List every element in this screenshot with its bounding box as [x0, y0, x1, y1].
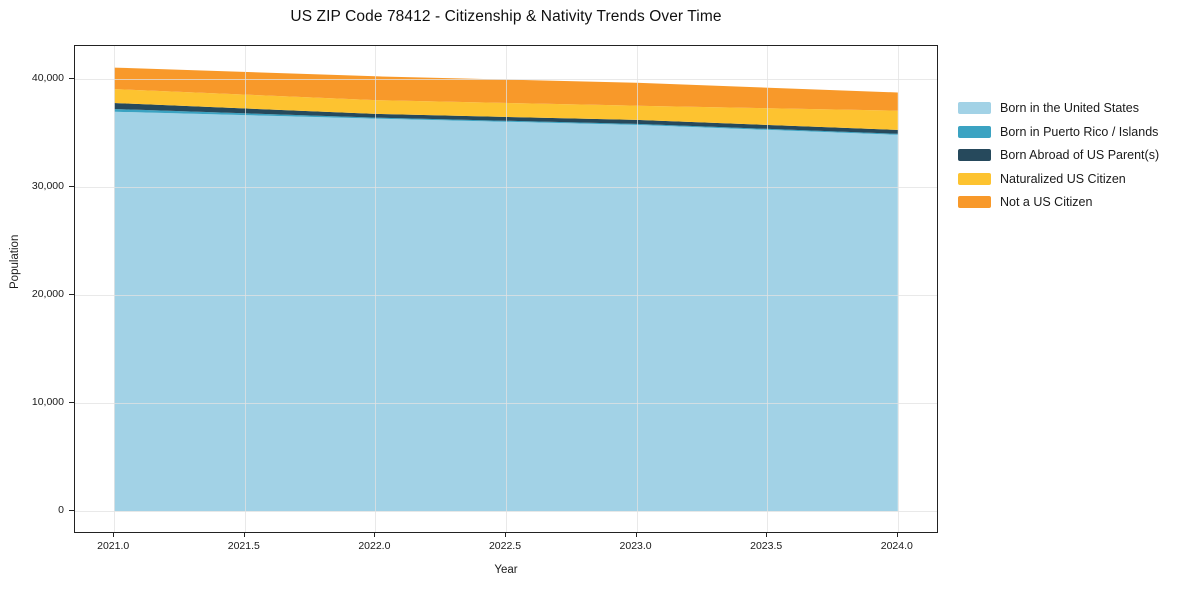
chart-title: US ZIP Code 78412 - Citizenship & Nativi…: [290, 8, 722, 25]
gridline-vertical: [897, 46, 899, 532]
y-axis-label: Population: [9, 234, 21, 289]
x-tick-label: 2022.5: [488, 540, 522, 552]
legend-item-born-in-puerto-rico-islands: Born in Puerto Rico / Islands: [958, 124, 1159, 139]
x-tick-mark: [766, 533, 768, 537]
gridline-horizontal: [75, 403, 937, 404]
y-tick-label: 0: [58, 504, 64, 517]
legend-item-naturalized-us-citizen: Naturalized US Citizen: [958, 171, 1159, 186]
area-series-born-in-puerto-rico-islands: [114, 109, 898, 135]
y-tick-mark: [69, 510, 74, 512]
x-tick-mark: [374, 533, 376, 537]
plot-area: [74, 45, 938, 533]
gridline-vertical: [375, 46, 377, 532]
x-tick-label: 2023.5: [750, 540, 783, 552]
gridline-vertical: [767, 46, 769, 532]
legend-swatch-born-in-puerto-rico-islands: [958, 125, 991, 138]
gridline-vertical: [506, 46, 507, 532]
legend: Born in the United States Born in Puerto …: [958, 101, 1160, 220]
x-tick-mark: [896, 533, 898, 537]
legend-swatch-born-in-the-united-states: [958, 102, 991, 114]
y-tick-mark: [69, 77, 74, 79]
x-tick-label: 2024.0: [880, 540, 913, 552]
y-tick-label: 20,000: [31, 287, 64, 300]
legend-item-born-in-the-united-states: Born in the United States: [958, 101, 1159, 115]
y-tick-mark: [69, 185, 74, 187]
y-tick-mark: [69, 293, 74, 295]
x-tick-label: 2022.0: [358, 540, 391, 552]
y-tick-label: 40,000: [31, 71, 64, 84]
gridline-horizontal: [75, 511, 937, 513]
x-tick-mark: [505, 533, 506, 537]
y-tick-label: 10,000: [31, 396, 64, 408]
gridline-horizontal: [75, 186, 937, 188]
area-series-naturalized-us-citizen: [114, 89, 898, 130]
legend-swatch-not-a-us-citizen: [958, 196, 991, 208]
x-tick-mark: [113, 533, 115, 537]
gridline-vertical: [114, 46, 116, 532]
y-tick-label: 30,000: [31, 179, 64, 192]
area-series-not-a-us-citizen: [114, 67, 898, 111]
x-tick-label: 2023.0: [619, 540, 652, 552]
x-axis-label: Year: [494, 564, 518, 576]
area-series-born-abroad-of-us-parent-s: [114, 103, 898, 134]
legend-label: Not a US Citizen: [1000, 195, 1093, 209]
gridline-horizontal: [75, 78, 937, 80]
legend-swatch-naturalized-us-citizen: [958, 172, 991, 185]
legend-item-born-abroad-of-us-parent-s: Born Abroad of US Parent(s): [958, 148, 1160, 162]
y-tick-mark: [69, 402, 74, 403]
legend-item-not-a-us-citizen: Not a US Citizen: [958, 195, 1159, 209]
area-series-born-in-the-united-states: [114, 111, 898, 512]
x-tick-label: 2021.0: [97, 540, 130, 552]
legend-swatch-born-abroad-of-us-parent-s: [958, 149, 991, 161]
x-tick-mark: [635, 533, 637, 537]
gridline-vertical: [636, 46, 638, 532]
legend-label: Born in the United States: [1000, 101, 1139, 115]
gridline-horizontal: [75, 294, 937, 296]
x-tick-mark: [243, 533, 245, 537]
x-tick-label: 2021.5: [227, 540, 260, 552]
stacked-area-canvas: [114, 67, 898, 512]
legend-label: Born Abroad of US Parent(s): [1000, 148, 1160, 162]
legend-label: Naturalized US Citizen: [1000, 171, 1126, 186]
gridline-vertical: [244, 46, 246, 532]
legend-label: Born in Puerto Rico / Islands: [1000, 124, 1159, 139]
